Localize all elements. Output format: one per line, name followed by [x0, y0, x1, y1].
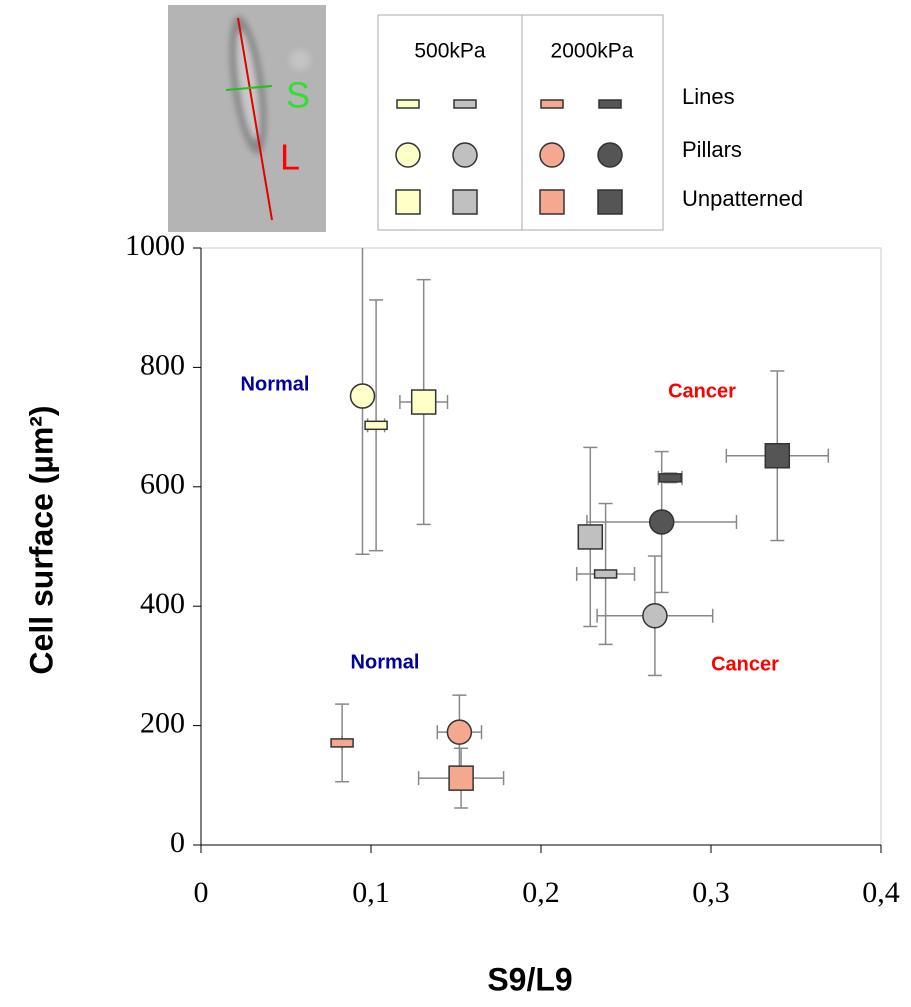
x-tick-label: 0,2: [522, 876, 560, 909]
plot-area: [330, 248, 830, 809]
y-axis-title: Cell surface (µm²): [23, 405, 59, 674]
legend-marker: [453, 99, 477, 109]
x-tick-label: 0: [194, 876, 209, 909]
legend-marker: [598, 99, 622, 109]
x-axis-title: S9/L9: [487, 961, 572, 997]
legend: [377, 14, 664, 231]
legend-header: 500kPa: [414, 40, 486, 63]
legend-marker: [395, 189, 421, 215]
y-tick-label: 200: [140, 706, 185, 739]
marker-square: [764, 443, 791, 469]
inset-label: L: [280, 137, 300, 178]
inset-label: S: [286, 75, 310, 116]
marker-circle: [648, 509, 675, 535]
legend-header: 2000kPa: [551, 40, 634, 63]
annotation: Normal: [351, 651, 420, 673]
marker-square: [577, 524, 604, 550]
x-tick-label: 0,4: [862, 876, 900, 909]
legend-marker: [540, 99, 564, 109]
legend-label: Lines: [682, 84, 735, 109]
x-tick-label: 0,3: [692, 876, 730, 909]
y-tick-label: 400: [140, 587, 185, 620]
marker-circle: [446, 719, 473, 745]
legend-marker: [452, 142, 478, 168]
marker-line: [593, 569, 618, 579]
legend-label: Unpatterned: [682, 186, 803, 211]
legend-marker: [452, 189, 478, 215]
x-tick-label: 0,1: [352, 876, 390, 909]
plot-frame: [200, 247, 882, 846]
y-tick-label: 600: [140, 468, 185, 501]
legend-marker: [539, 142, 565, 168]
marker-square: [448, 765, 474, 791]
legend-marker: [396, 99, 420, 109]
legend-marker: [539, 189, 565, 215]
inset-image: S L: [168, 5, 326, 232]
legend-marker: [395, 142, 421, 168]
marker-square: [410, 389, 437, 415]
annotation: Cancer: [711, 653, 779, 675]
legend-marker: [597, 189, 623, 215]
marker-line: [364, 420, 388, 431]
annotation: Normal: [241, 373, 310, 395]
legend-label: Pillars: [682, 137, 742, 162]
y-tick-label: 800: [140, 348, 185, 381]
y-tick-label: 0: [170, 826, 185, 859]
marker-circle: [642, 603, 668, 629]
y-tick-label: 1000: [125, 229, 185, 262]
marker-line: [658, 473, 682, 483]
legend-marker: [597, 142, 623, 168]
annotation: Cancer: [668, 380, 736, 402]
marker-circle: [349, 383, 376, 409]
marker-line: [330, 738, 354, 748]
